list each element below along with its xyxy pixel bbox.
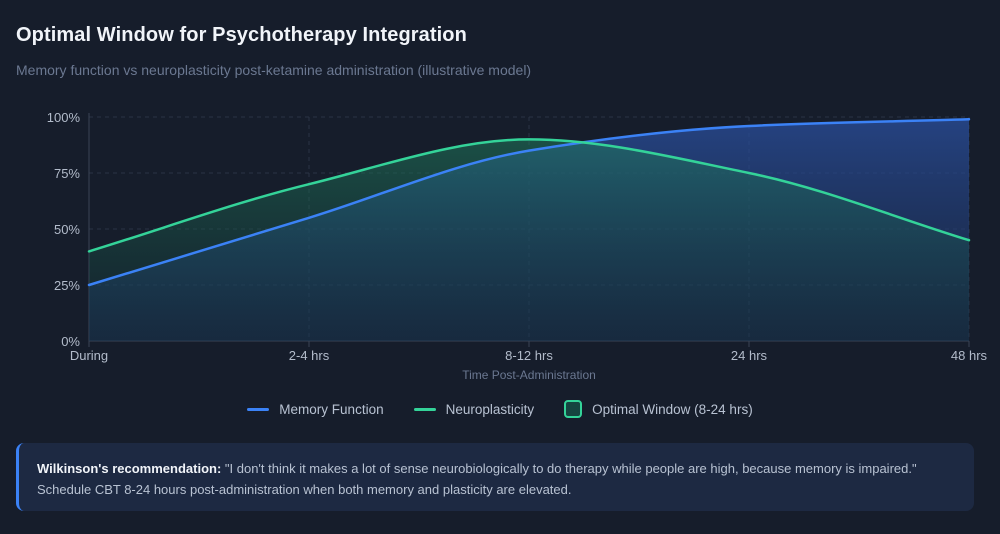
- x-tick-label: 24 hrs: [731, 348, 768, 363]
- x-tick-label: 8-12 hrs: [505, 348, 553, 363]
- x-tick-label: During: [70, 348, 108, 363]
- x-tick-label: 48 hrs: [951, 348, 988, 363]
- line-chart: 0% 25% 50% 75% 100% During 2-4 hrs 8-12 hrs 24 h…: [47, 110, 988, 382]
- legend-swatch-neuroplasticity: [413, 407, 436, 411]
- chart-title: Optimal Window for Psychotherapy Integra…: [16, 24, 467, 46]
- legend-label-neuroplasticity: Neuroplasticity: [445, 401, 535, 417]
- legend-swatch-memory: [247, 407, 270, 411]
- line-neuroplasticity: [87, 138, 971, 253]
- line-memory-function: [87, 117, 971, 287]
- area-neuroplasticity: [89, 139, 969, 341]
- x-axis-label: Time Post-Administration: [462, 368, 596, 382]
- legend-item-optimal-window[interactable]: Optimal Window (8-24 hrs): [564, 400, 753, 418]
- y-tick-label: 100%: [47, 110, 81, 125]
- legend-swatch-optimal-window: [564, 400, 583, 418]
- legend-item-neuroplasticity[interactable]: Neuroplasticity: [413, 400, 535, 418]
- chart-subtitle: Memory function vs neuroplasticity post-…: [16, 62, 532, 78]
- legend-label-optimal-window: Optimal Window (8-24 hrs): [592, 401, 753, 417]
- recommendation-callout: Wilkinson's recommendation: "I don't thi…: [16, 443, 974, 511]
- legend: Memory Function Neuroplasticity Optimal …: [0, 400, 1000, 418]
- callout-text: "I don't think it makes a lot of sense n…: [37, 461, 917, 497]
- y-tick-label: 50%: [54, 222, 80, 237]
- y-tick-label: 25%: [54, 278, 80, 293]
- legend-label-memory: Memory Function: [279, 401, 384, 417]
- y-tick-label: 75%: [54, 166, 80, 181]
- callout-label: Wilkinson's recommendation:: [37, 461, 222, 476]
- legend-item-memory[interactable]: Memory Function: [247, 400, 384, 418]
- y-tick-label: 0%: [61, 334, 80, 349]
- x-tick-label: 2-4 hrs: [289, 348, 330, 363]
